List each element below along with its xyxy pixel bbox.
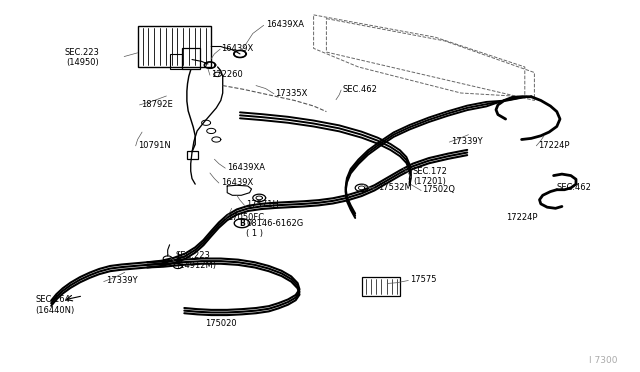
Text: 16439XA: 16439XA — [227, 163, 265, 172]
Bar — [362, 277, 400, 296]
Bar — [182, 48, 200, 69]
Text: 17224P: 17224P — [506, 213, 537, 222]
Text: 17335X: 17335X — [275, 89, 308, 97]
Text: 17532M: 17532M — [378, 183, 412, 192]
Text: SEC.223
(14950): SEC.223 (14950) — [65, 48, 99, 67]
Text: 175020: 175020 — [205, 319, 236, 328]
Text: 16439X: 16439X — [221, 178, 253, 187]
Bar — [187, 151, 198, 159]
Text: SEC.462: SEC.462 — [557, 183, 591, 192]
Text: 18792E: 18792E — [141, 100, 173, 109]
Bar — [138, 26, 211, 67]
Text: 17050FC: 17050FC — [227, 213, 264, 222]
Text: 08146-6162G
( 1 ): 08146-6162G ( 1 ) — [246, 219, 303, 238]
Text: 17502Q: 17502Q — [422, 185, 456, 194]
Bar — [170, 54, 182, 69]
Text: 10791N: 10791N — [138, 141, 170, 150]
Text: 17571H: 17571H — [246, 200, 279, 209]
Text: SEC.223
(14912M): SEC.223 (14912M) — [176, 251, 216, 270]
Text: B: B — [239, 219, 244, 228]
Text: 16439XA: 16439XA — [266, 20, 303, 29]
Text: I 7300: I 7300 — [589, 356, 618, 365]
Text: SEC.164
(16440N): SEC.164 (16440N) — [35, 295, 74, 315]
Text: 17224P: 17224P — [538, 141, 569, 150]
Text: 17339Y: 17339Y — [106, 276, 137, 285]
Text: 16439X: 16439X — [221, 44, 253, 53]
Text: SEC.462: SEC.462 — [342, 85, 377, 94]
Text: 17575: 17575 — [410, 275, 436, 284]
Text: 172260: 172260 — [211, 70, 243, 79]
Text: SEC.172
(17201): SEC.172 (17201) — [413, 167, 447, 186]
Text: 17339Y: 17339Y — [451, 137, 483, 146]
